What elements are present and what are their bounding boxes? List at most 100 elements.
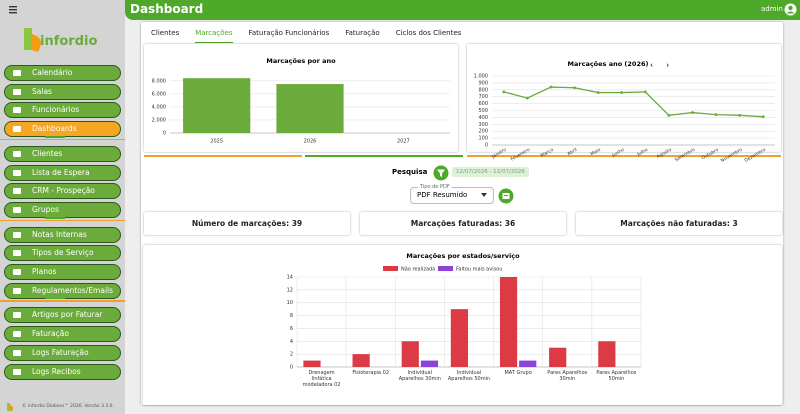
legend-swatch [438, 266, 453, 271]
y-tick-label: 0 [290, 365, 293, 371]
x-tick-label: 2025 [210, 139, 223, 145]
nav-icon [13, 169, 21, 176]
x-tick-label: Pares Aparelhos 30min [547, 370, 588, 382]
nav-divider [45, 217, 65, 219]
filter-button[interactable] [433, 165, 449, 181]
bar [276, 84, 344, 133]
stat-text: Marcações não faturadas: 3 [620, 219, 738, 228]
bar [303, 360, 321, 367]
nav-icon [13, 206, 21, 213]
pdf-button[interactable] [498, 188, 514, 204]
sidebar: infordio Calendário Salas Funcionários Dash… [0, 0, 125, 414]
stat-text: Número de marcações: 39 [191, 219, 303, 228]
point [502, 90, 506, 94]
logo-text: infordio [40, 34, 97, 49]
tab[interactable]: Ciclos dos Clientes [395, 29, 462, 37]
tab[interactable]: Faturação Funcionários [248, 29, 330, 37]
y-tick-label: 1.000 [474, 74, 488, 80]
y-tick-label: 200 [478, 129, 488, 135]
divider [467, 155, 781, 157]
nav-icon [13, 150, 21, 157]
nav-label: Regulamentos/Emails [32, 285, 114, 295]
nav-icon [13, 331, 21, 338]
nav-icon [13, 88, 21, 95]
nav-item[interactable]: Clientes [4, 145, 121, 162]
nav-label: Funcionários [32, 105, 80, 115]
nav-item[interactable]: Planos [4, 264, 121, 280]
y-tick-label: 900 [478, 80, 488, 86]
x-tick-label: Abril [566, 147, 578, 157]
nav-label: Planos [32, 267, 57, 276]
y-tick-label: 6.000 [152, 91, 166, 97]
dropdown-arrow [481, 193, 487, 197]
user-icon[interactable] [784, 3, 797, 16]
user-name[interactable]: admin [761, 5, 783, 13]
nav-divider [0, 300, 125, 302]
y-tick-label: 10 [287, 300, 293, 306]
nav-label: Grupos [32, 204, 59, 214]
y-tick-label: 4 [290, 339, 293, 345]
x-tick-label: Fisioterapia 02 [352, 370, 390, 376]
nav-item[interactable]: Calendário [4, 65, 121, 81]
search-label: Pesquisa [392, 168, 428, 176]
nav-divider [45, 297, 65, 300]
pdf-select[interactable]: PDF Resumido [410, 187, 494, 204]
legend-label: Faltou mais avisou [456, 266, 502, 272]
nav-item[interactable]: Tipos de Serviço [4, 245, 121, 262]
nav-item[interactable]: Faturação [4, 326, 121, 343]
nav-icon [13, 368, 21, 375]
nav-item[interactable]: Lista de Espera [4, 164, 121, 181]
nav-item[interactable]: Regulamentos/Emails [4, 282, 121, 299]
legend-swatch [383, 266, 398, 271]
bar [519, 360, 537, 367]
tab[interactable]: Faturação [345, 29, 380, 37]
nav-item[interactable]: Artigos por Faturar [4, 307, 121, 324]
nav-label: Lista de Espera [32, 167, 90, 177]
y-tick-label: 300 [478, 122, 488, 128]
logo: infordio [24, 28, 97, 52]
x-tick-label: Pares Aparelhos 50min [596, 370, 637, 382]
bar [352, 354, 370, 367]
tabs: Clientes Marcações Faturação Funcionários F… [151, 29, 461, 43]
prev-arrow[interactable]: ‹ [650, 61, 653, 70]
x-tick-label: 2027 [397, 139, 410, 145]
y-tick-label: 500 [478, 108, 488, 114]
nav-item[interactable]: Logs Recibos [4, 363, 121, 380]
stat-card: Marcações não faturadas: 3 [576, 212, 782, 235]
point [596, 91, 600, 94]
y-tick-label: 4.000 [152, 104, 166, 110]
y-tick-label: 12 [287, 287, 293, 293]
nav-item[interactable]: Dashboards [4, 121, 121, 138]
divider [144, 155, 302, 157]
nav-icon [13, 250, 21, 257]
nav-label: CRM - Prospeção [32, 186, 95, 196]
nav-icon [13, 188, 21, 195]
y-tick-label: 0 [485, 143, 488, 149]
tab[interactable]: Marcações [195, 29, 233, 43]
date-range[interactable]: 12/07/2026 - 12/07/2026 [452, 167, 529, 177]
bar [598, 341, 616, 367]
nav-item[interactable]: Salas [4, 83, 121, 100]
point [573, 86, 576, 90]
y-tick-label: 100 [478, 136, 488, 142]
x-tick-label: Drenagem linfática modeladora 02 [302, 370, 341, 388]
next-arrow[interactable]: › [666, 61, 669, 70]
chart-title: Marcações por estados/serviço [406, 252, 520, 260]
nav-item[interactable]: Notas Internas [4, 226, 121, 243]
chart: Marcações por ano 0 2.000 4.000 6.000 8.000 20… [152, 57, 450, 145]
nav-item[interactable]: Logs Faturação [4, 344, 121, 361]
point [620, 91, 624, 94]
x-tick-label: 2026 [304, 139, 317, 145]
nav-item[interactable]: Funcionários [4, 102, 121, 119]
menu-icon[interactable] [8, 5, 20, 15]
pdf-type: PDF Resumido [417, 191, 468, 199]
nav-item[interactable]: CRM - Prospeção [4, 183, 121, 200]
nav-item[interactable]: Grupos [4, 201, 121, 218]
tab[interactable]: Clientes [151, 29, 180, 37]
footer-logo [7, 403, 14, 411]
x-tick-label: Junho [610, 147, 625, 159]
nav-icon [13, 231, 21, 238]
bar [549, 347, 567, 367]
y-tick-label: 700 [478, 94, 488, 100]
